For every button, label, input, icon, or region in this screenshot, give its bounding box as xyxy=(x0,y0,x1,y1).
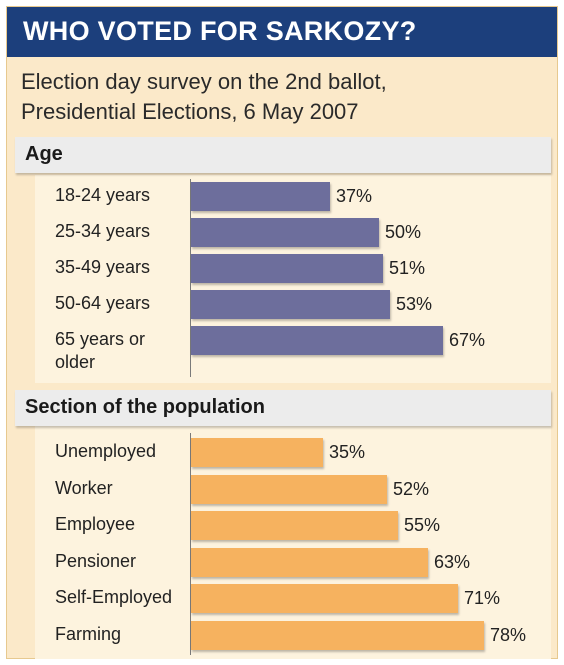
chart-title: WHO VOTED FOR SARKOZY? xyxy=(23,16,417,46)
population-axis-line xyxy=(190,433,191,655)
age-category-label-line: 65 years or xyxy=(55,329,146,349)
population-bar xyxy=(191,548,428,577)
age-category-label: 35-49 years xyxy=(55,256,185,279)
population-section-title: Section of the population xyxy=(25,396,265,418)
population-category-label-line: Worker xyxy=(55,478,113,498)
population-bar xyxy=(191,621,484,650)
age-section-title: Age xyxy=(25,143,63,165)
chart-card: WHO VOTED FOR SARKOZY? Election day surv… xyxy=(6,6,558,659)
age-bar xyxy=(191,254,383,283)
age-category-label: 65 years or older xyxy=(55,328,185,374)
age-category-label-line: 50-64 years xyxy=(55,293,151,313)
population-value-label: 71% xyxy=(464,588,501,608)
age-category-label: 50-64 years xyxy=(55,292,185,315)
age-category-label-line: 35-49 years xyxy=(55,257,151,277)
population-value-label: 35% xyxy=(329,442,366,462)
subtitle-line-2: Presidential Elections, 6 May 2007 xyxy=(21,99,359,124)
population-category-label-line: Farming xyxy=(55,624,122,644)
population-bar xyxy=(191,475,387,504)
population-category-label: Self-Employed xyxy=(55,586,185,609)
age-value-label: 51% xyxy=(389,258,426,278)
population-value-label: 78% xyxy=(490,625,527,645)
population-value-label: 52% xyxy=(393,479,430,499)
population-value-label: 63% xyxy=(434,552,471,572)
age-bar xyxy=(191,290,390,319)
population-bar xyxy=(191,584,458,613)
title-bar: WHO VOTED FOR SARKOZY? xyxy=(7,7,557,57)
age-bar xyxy=(191,218,379,247)
subtitle-line-1: Election day survey on the 2nd ballot, xyxy=(21,69,387,94)
age-bar xyxy=(191,326,443,355)
population-category-label: Pensioner xyxy=(55,550,185,573)
population-category-label-line: Unemployed xyxy=(55,441,157,461)
age-value-label: 53% xyxy=(396,294,433,314)
population-category-label: Worker xyxy=(55,477,185,500)
age-category-label-line: 18-24 years xyxy=(55,185,151,205)
population-value-label: 55% xyxy=(404,515,441,535)
population-category-label-line: Self-Employed xyxy=(55,587,173,607)
population-section-header: Section of the population xyxy=(15,390,551,426)
age-value-label: 67% xyxy=(449,330,486,350)
age-axis-line xyxy=(190,179,191,377)
age-value-label: 50% xyxy=(385,222,422,242)
age-value-label: 37% xyxy=(336,186,373,206)
population-category-label: Employee xyxy=(55,513,185,536)
age-section-header: Age xyxy=(15,137,551,173)
population-bar xyxy=(191,511,398,540)
age-bar xyxy=(191,182,330,211)
population-bar xyxy=(191,438,323,467)
age-category-label-line: older xyxy=(55,352,96,372)
population-category-label: Farming xyxy=(55,623,185,646)
population-category-label-line: Employee xyxy=(55,514,136,534)
age-category-label-line: 25-34 years xyxy=(55,221,151,241)
age-category-label: 18-24 years xyxy=(55,184,185,207)
population-category-label: Unemployed xyxy=(55,440,185,463)
population-category-label-line: Pensioner xyxy=(55,551,137,571)
age-category-label: 25-34 years xyxy=(55,220,185,243)
